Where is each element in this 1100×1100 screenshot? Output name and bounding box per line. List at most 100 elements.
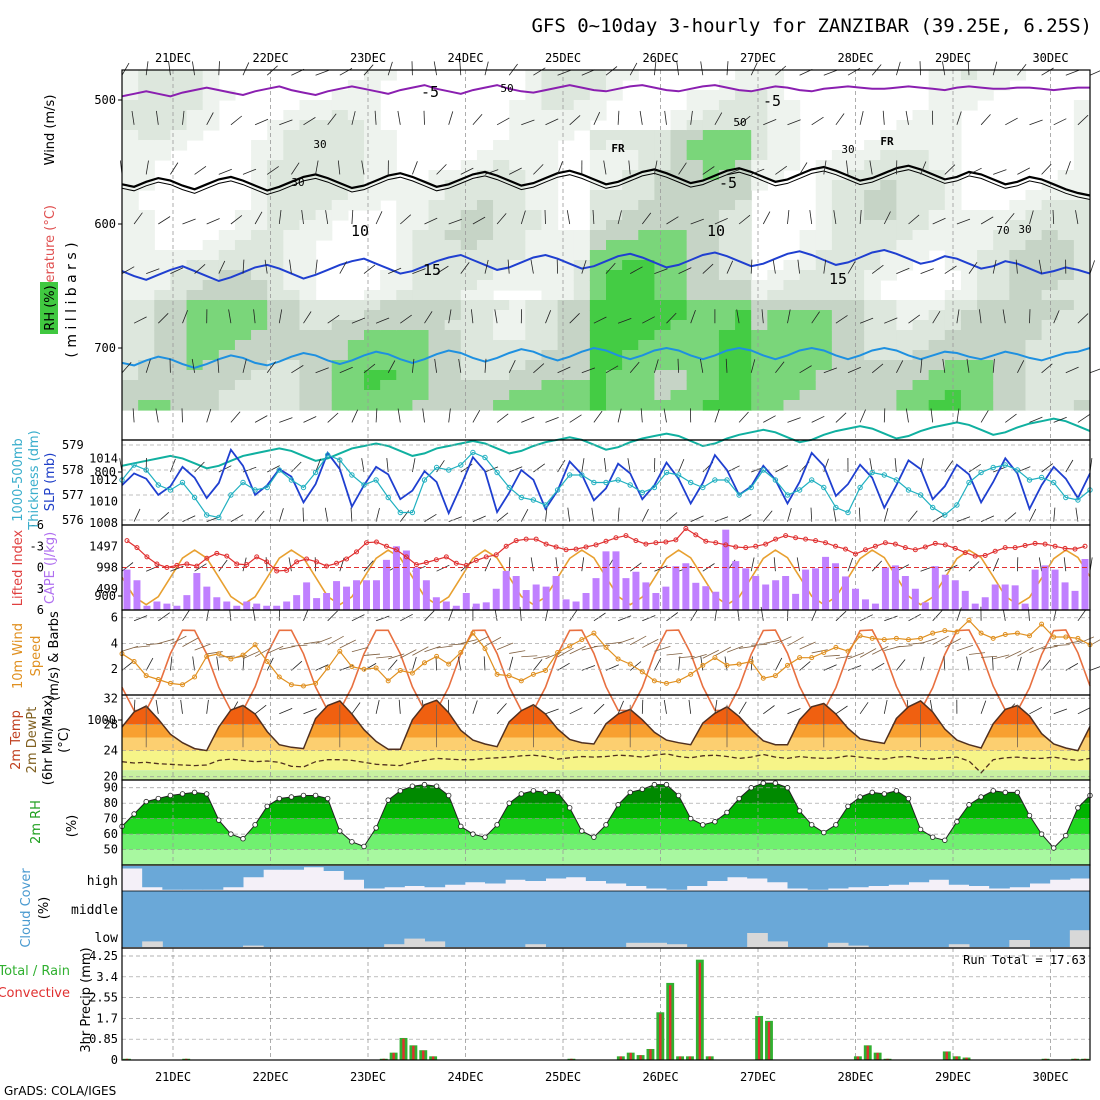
cape-bar — [881, 567, 889, 610]
slp-ylabel: SLP (mb) — [43, 453, 58, 512]
rh-cell — [138, 240, 155, 251]
rh-shading — [122, 70, 1091, 440]
thickness-point — [300, 484, 307, 491]
rh-cell — [606, 360, 623, 371]
rh-cell — [783, 280, 801, 291]
rh-cell — [331, 200, 349, 211]
rh-cell — [573, 270, 591, 281]
rh-cell — [573, 110, 591, 121]
precip-tick: 4.25 — [89, 949, 118, 963]
rh-contour-label: 30 — [291, 176, 304, 189]
thickness-point — [155, 482, 162, 488]
cloud-mid-bar — [444, 891, 466, 947]
isotherm-FR-double — [121, 169, 1091, 200]
rh-cell — [751, 360, 768, 371]
rh-cell — [122, 190, 139, 201]
rh-point — [1075, 805, 1081, 811]
rh-cell — [541, 190, 559, 201]
rh-cell — [589, 240, 607, 251]
rh-cell — [267, 310, 284, 321]
wind10m-ylabel-2: Speed — [29, 636, 44, 677]
cape-bar — [732, 561, 740, 610]
rh-cell — [912, 340, 930, 351]
cape-bar — [602, 551, 610, 610]
rh-cell — [783, 150, 801, 161]
thickness-point — [627, 482, 633, 488]
rh-cell — [299, 250, 317, 261]
rh-cell — [122, 230, 139, 241]
rh-cell — [267, 210, 284, 221]
rh-cell — [977, 90, 994, 101]
rh-cell — [267, 170, 284, 181]
rh-cell — [493, 220, 510, 231]
wind-barb — [1041, 163, 1052, 175]
rh-cell — [1073, 150, 1091, 161]
cloud-mid-bar — [989, 891, 1010, 947]
wind-barb-10m — [617, 637, 635, 644]
cloud-low-bar — [948, 944, 970, 947]
rh-cell — [218, 390, 236, 401]
rh-cell — [735, 280, 752, 291]
rh-cell — [138, 90, 155, 101]
rh-cell — [476, 230, 494, 241]
rh-cell — [493, 310, 510, 321]
rh-point — [337, 828, 343, 834]
rh-cell — [977, 310, 994, 321]
rh-cell — [606, 290, 623, 301]
rh-cell — [283, 390, 301, 401]
cloud-level-label: high — [87, 874, 118, 889]
thickness-point — [857, 484, 863, 491]
rh-contour-label: 30 — [1018, 223, 1031, 236]
rh-cell — [993, 270, 1010, 281]
rh-cell — [1057, 220, 1075, 231]
rh-cell — [767, 150, 785, 161]
rh-cell — [170, 300, 188, 311]
wind-speed-point — [1014, 630, 1020, 636]
rh-cell — [751, 140, 768, 151]
thickness-point — [966, 479, 972, 486]
rh-cell — [1025, 240, 1043, 251]
wind-speed-point — [942, 628, 948, 634]
rh-cell — [444, 200, 462, 211]
rh-cell — [928, 300, 946, 311]
thickness-point — [385, 494, 391, 501]
wind-barb — [436, 265, 449, 274]
rh-cell — [154, 320, 171, 331]
rh-cell — [783, 300, 801, 311]
rh2m-ylabel-2: (%) — [65, 815, 80, 838]
rh-cell — [525, 220, 543, 231]
rh-cell — [654, 210, 672, 221]
rh-cell — [154, 290, 171, 301]
rh-cell — [718, 320, 736, 331]
rh-cell — [1057, 210, 1075, 221]
rh-cell — [251, 170, 268, 181]
rh-cell — [880, 340, 897, 351]
cloud-low-bar — [243, 945, 264, 947]
rh-cell — [1057, 230, 1075, 241]
rh-cell — [444, 360, 462, 371]
rh-cell — [848, 300, 865, 311]
rh-cell — [170, 110, 188, 121]
rh-cell — [606, 380, 623, 391]
rh-cell — [815, 220, 833, 231]
rh-cell — [606, 70, 623, 81]
rh-cell — [525, 380, 543, 391]
rh-point — [518, 791, 524, 797]
thickness-point — [482, 454, 488, 461]
rh-point — [216, 817, 222, 823]
rh-cell — [960, 310, 978, 321]
rh-cell — [170, 130, 188, 141]
cape-bar — [163, 603, 171, 610]
rh-point — [409, 783, 416, 789]
wind-barb-10m — [327, 635, 344, 646]
wind-barb — [533, 463, 546, 473]
wind-barb — [833, 210, 837, 225]
precip-ylabels: Total / Rain Convective 3hr Precip (mm) — [0, 947, 94, 1052]
rh-cell — [831, 150, 849, 161]
rh-cell — [234, 370, 252, 381]
rh2m-ylabel-1: 2m RH — [29, 800, 44, 844]
wind-barb-10m — [376, 655, 393, 659]
rh-cell — [848, 280, 865, 291]
rh-point — [312, 792, 319, 799]
rh-cell — [831, 370, 849, 381]
